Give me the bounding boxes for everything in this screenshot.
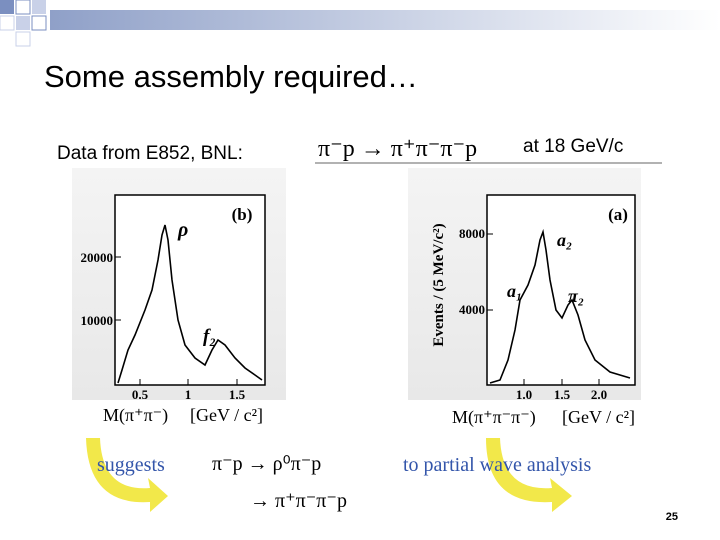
x-label: M(π⁺π⁻) bbox=[103, 405, 168, 426]
peak-label: f₂ bbox=[203, 326, 216, 347]
x-tick-label: 2.0 bbox=[591, 387, 607, 402]
x-unit: [GeV / c²] bbox=[190, 405, 263, 425]
figure-right: (a) Events / (5 MeV/c²) 8000 4000 1.0 1.… bbox=[408, 168, 641, 428]
data-source: Data from E852, BNL: bbox=[57, 143, 243, 164]
y-label: Events / (5 MeV/c²) bbox=[431, 223, 447, 346]
y-tick-label: 4000 bbox=[459, 302, 485, 317]
x-tick-label: 1 bbox=[185, 387, 192, 402]
peak-label: a₂ bbox=[557, 230, 572, 250]
panel-label: (a) bbox=[608, 205, 628, 224]
page-number: 25 bbox=[666, 511, 678, 523]
x-label: M(π⁺π⁻π⁻) bbox=[452, 407, 536, 428]
y-tick-label: 10000 bbox=[81, 313, 114, 328]
x-tick-label: 0.5 bbox=[132, 387, 149, 402]
arrow bbox=[86, 438, 168, 512]
peak-label: π₂ bbox=[568, 286, 584, 306]
reaction: → π⁺π⁻π⁻p bbox=[250, 490, 347, 512]
arrow bbox=[486, 438, 572, 512]
x-tick-label: 1.5 bbox=[554, 387, 571, 402]
panel-label: (b) bbox=[232, 205, 253, 224]
x-tick-label: 1.5 bbox=[229, 387, 246, 402]
figure-left: (b) 20000 10000 0.5 1 1.5 ρ f₂ M(π⁺π⁻) [… bbox=[72, 168, 286, 426]
reaction: π⁻p → ρ⁰π⁻p bbox=[212, 453, 321, 475]
title: Some assembly required… bbox=[44, 59, 418, 94]
reaction: π⁻p → π⁺π⁻π⁻p bbox=[318, 136, 477, 162]
x-unit: [GeV / c²] bbox=[562, 407, 635, 427]
note: to partial wave analysis bbox=[403, 454, 591, 476]
peak-label: a₁ bbox=[507, 281, 522, 301]
decoration bbox=[0, 0, 720, 47]
energy: at 18 GeV/c bbox=[523, 136, 623, 157]
suggests: suggests bbox=[97, 454, 165, 476]
y-tick-label: 20000 bbox=[81, 250, 114, 265]
x-tick-label: 1.0 bbox=[516, 387, 532, 402]
y-tick-label: 8000 bbox=[459, 226, 485, 241]
peak-label: ρ bbox=[177, 219, 188, 241]
